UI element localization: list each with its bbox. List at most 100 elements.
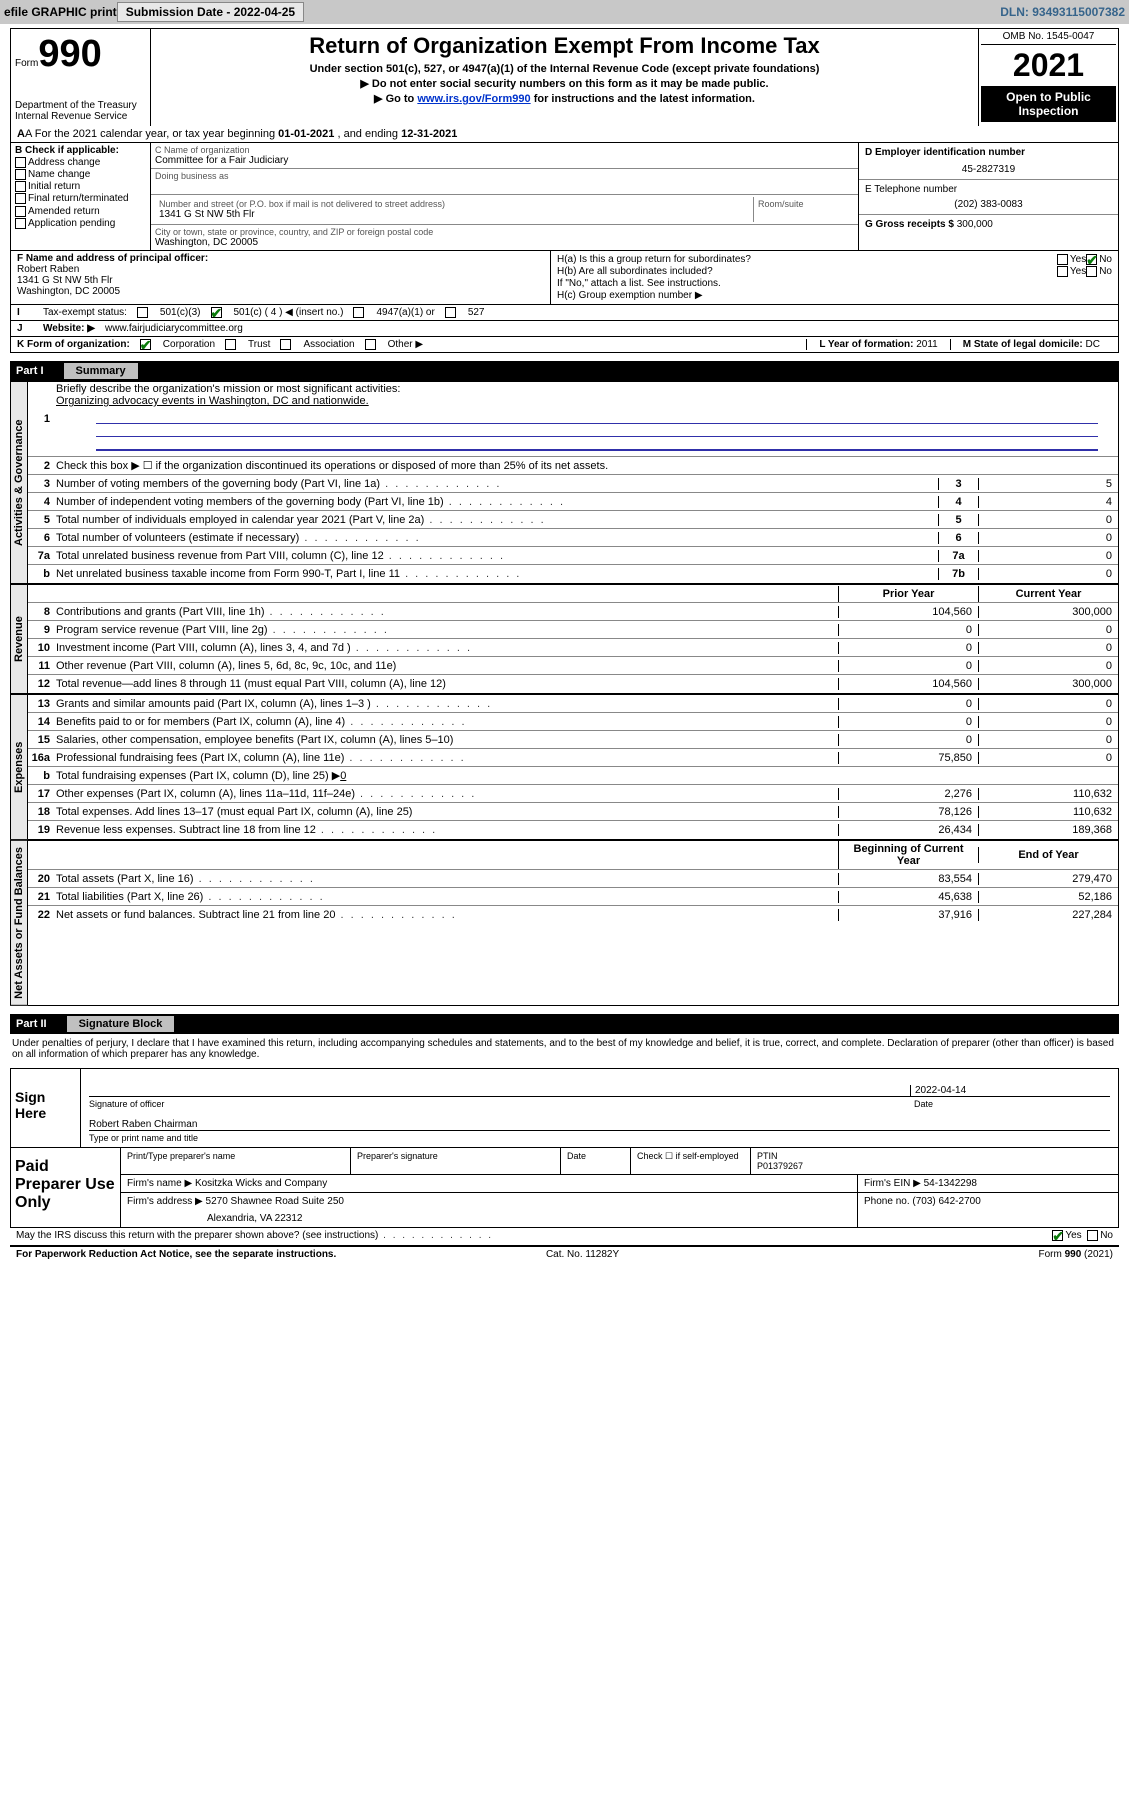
gross-label: G Gross receipts $ <box>865 219 957 230</box>
principal-name: Robert Raben <box>17 264 544 275</box>
hb-yes-chk[interactable] <box>1057 266 1068 277</box>
discuss-yes-chk[interactable] <box>1052 1230 1063 1241</box>
dept-label: Department of the Treasury Internal Reve… <box>15 100 146 122</box>
omb-label: OMB No. 1545-0047 <box>981 31 1116 45</box>
s19-prior: 26,434 <box>838 824 978 836</box>
chk-501c[interactable] <box>211 307 222 318</box>
hdr-end: End of Year <box>978 847 1118 863</box>
chk-527[interactable] <box>445 307 456 318</box>
hdr-beg: Beginning of Current Year <box>838 841 978 869</box>
chk-trust[interactable] <box>225 339 236 350</box>
sign-date: 2022-04-14 <box>910 1085 1110 1096</box>
subtitle-3: ▶ Go to www.irs.gov/Form990 for instruct… <box>161 92 968 105</box>
firm-addr-label: Firm's address ▶ <box>127 1196 206 1207</box>
principal-addr1: 1341 G St NW 5th Flr <box>17 275 544 286</box>
principal-label: F Name and address of principal officer: <box>17 253 208 264</box>
s15-prior: 0 <box>838 734 978 746</box>
form-word: Form <box>15 58 38 69</box>
s22-text: Net assets or fund balances. Subtract li… <box>56 908 838 922</box>
row-a-mid: , and ending <box>334 128 401 140</box>
hb-no-chk[interactable] <box>1086 266 1097 277</box>
s17-text: Other expenses (Part IX, column (A), lin… <box>56 787 838 801</box>
s12-text: Total revenue—add lines 8 through 11 (mu… <box>56 677 838 691</box>
s5-text: Total number of individuals employed in … <box>56 513 938 527</box>
phone-label: E Telephone number <box>865 184 957 195</box>
s16b-text: Total fundraising expenses (Part IX, col… <box>56 770 340 782</box>
s9-prior: 0 <box>838 624 978 636</box>
hb-label: H(b) Are all subordinates included? <box>557 266 1057 277</box>
chk-501c3[interactable] <box>137 307 148 318</box>
discuss-no-chk[interactable] <box>1087 1230 1098 1241</box>
s14-text: Benefits paid to or for members (Part IX… <box>56 715 838 729</box>
mission-blanklines <box>96 411 1098 451</box>
s11-text: Other revenue (Part VIII, column (A), li… <box>56 659 838 673</box>
subtitle-2: ▶ Do not enter social security numbers o… <box>161 77 968 90</box>
s19-curr: 189,368 <box>978 824 1118 836</box>
instructions-link[interactable]: www.irs.gov/Form990 <box>417 93 530 105</box>
pp-h4: Check ☐ if self-employed <box>631 1148 751 1174</box>
discuss-question: May the IRS discuss this return with the… <box>16 1230 493 1241</box>
chk-initial-return[interactable]: Initial return <box>15 181 146 192</box>
principal-addr2: Washington, DC 20005 <box>17 286 544 297</box>
hdr-curr: Current Year <box>978 586 1118 602</box>
sub3-post: for instructions and the latest informat… <box>531 93 755 105</box>
part2-title: Signature Block <box>67 1016 175 1032</box>
footer-mid: Cat. No. 11282Y <box>546 1249 619 1260</box>
s5-val: 0 <box>978 514 1118 526</box>
col-b-label: B Check if applicable: <box>15 145 119 156</box>
penalties-text: Under penalties of perjury, I declare th… <box>10 1034 1119 1064</box>
row-a-begin: 01-01-2021 <box>278 128 334 140</box>
chk-application-pending[interactable]: Application pending <box>15 218 146 229</box>
s13-curr: 0 <box>978 698 1118 710</box>
s2-text: Check this box ▶ ☐ if the organization d… <box>56 458 1118 473</box>
pp-h1: Print/Type preparer's name <box>121 1148 351 1174</box>
subtitle-1: Under section 501(c), 527, or 4947(a)(1)… <box>161 63 968 75</box>
s20-text: Total assets (Part X, line 16) <box>56 872 838 886</box>
s16a-curr: 0 <box>978 752 1118 764</box>
part1-num: Part I <box>16 365 64 377</box>
s18-prior: 78,126 <box>838 806 978 818</box>
addr-label: Number and street (or P.O. box if mail i… <box>159 199 749 209</box>
s16a-text: Professional fundraising fees (Part IX, … <box>56 751 838 765</box>
firm-phone-label: Phone no. <box>864 1196 912 1207</box>
s1-answer: Organizing advocacy events in Washington… <box>56 395 369 407</box>
chk-amended-return[interactable]: Amended return <box>15 206 146 217</box>
chk-address-change[interactable]: Address change <box>15 157 146 168</box>
chk-assoc[interactable] <box>280 339 291 350</box>
firm-ein-label: Firm's EIN ▶ <box>864 1178 924 1189</box>
ha-no-chk[interactable] <box>1086 254 1097 265</box>
s21-text: Total liabilities (Part X, line 26) <box>56 890 838 904</box>
s1-text: Briefly describe the organization's miss… <box>56 383 400 395</box>
s12-prior: 104,560 <box>838 678 978 690</box>
s13-text: Grants and similar amounts paid (Part IX… <box>56 697 838 711</box>
chk-other[interactable] <box>365 339 376 350</box>
row-a-pre: A For the 2021 calendar year, or tax yea… <box>25 128 278 140</box>
s15-text: Salaries, other compensation, employee b… <box>56 733 838 747</box>
s18-curr: 110,632 <box>978 806 1118 818</box>
yof-label: L Year of formation: <box>819 339 916 350</box>
s9-curr: 0 <box>978 624 1118 636</box>
s14-prior: 0 <box>838 716 978 728</box>
tax-year: 2021 <box>981 47 1116 84</box>
ha-yes-chk[interactable] <box>1057 254 1068 265</box>
s15-curr: 0 <box>978 734 1118 746</box>
efile-label: efile GRAPHIC print <box>4 5 117 19</box>
website-value: www.fairjudiciarycommittee.org <box>105 323 243 334</box>
s22-curr: 227,284 <box>978 909 1118 921</box>
s12-curr: 300,000 <box>978 678 1118 690</box>
chk-corp[interactable] <box>140 339 151 350</box>
rev-side-label: Revenue <box>10 584 28 694</box>
chk-name-change[interactable]: Name change <box>15 169 146 180</box>
sign-name: Robert Raben Chairman <box>89 1119 1110 1130</box>
page-title: Return of Organization Exempt From Incom… <box>161 33 968 59</box>
s8-curr: 300,000 <box>978 606 1118 618</box>
chk-final-return[interactable]: Final return/terminated <box>15 193 146 204</box>
submission-date-button[interactable]: Submission Date - 2022-04-25 <box>117 2 304 22</box>
org-name-label: C Name of organization <box>155 145 854 155</box>
chk-4947[interactable] <box>353 307 364 318</box>
yof-value: 2011 <box>916 339 938 350</box>
s21-curr: 52,186 <box>978 891 1118 903</box>
net-side-label: Net Assets or Fund Balances <box>10 840 28 1006</box>
hdr-prior: Prior Year <box>838 586 978 602</box>
row-a-taxyear: AA For the 2021 calendar year, or tax ye… <box>10 126 1119 143</box>
